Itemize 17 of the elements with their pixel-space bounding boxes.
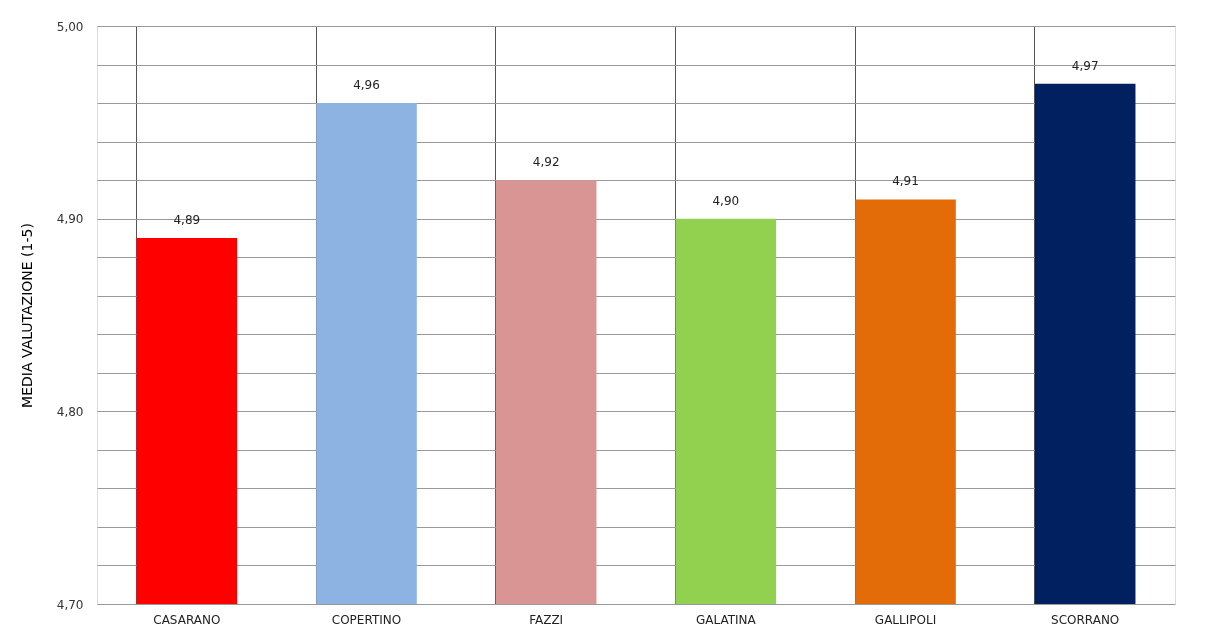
y-tick-label: 5,00 [56,19,84,34]
data-label: 4,92 [532,155,560,170]
data-label: 4,89 [173,212,201,227]
y-tick-label: 4,90 [56,212,84,227]
x-tick-label: FAZZI [529,612,564,627]
data-label: 4,96 [353,78,380,93]
x-tick-label: GALLIPOLI [874,612,937,627]
x-tick-label: SCORRANO [1051,612,1120,627]
y-axis-title: MEDIA VALUTAZIONE (1-5) [18,223,35,408]
x-tick-label: GALATINA [695,612,757,627]
x-tick-label: COPERTINO [331,612,402,627]
data-label: 4,90 [712,193,740,208]
data-label: 4,91 [892,174,919,189]
y-tick-label: 4,70 [56,597,84,612]
data-label: 4,97 [1071,58,1099,73]
x-tick-label: CASARANO [153,612,221,627]
y-tick-label: 4,80 [56,404,84,419]
